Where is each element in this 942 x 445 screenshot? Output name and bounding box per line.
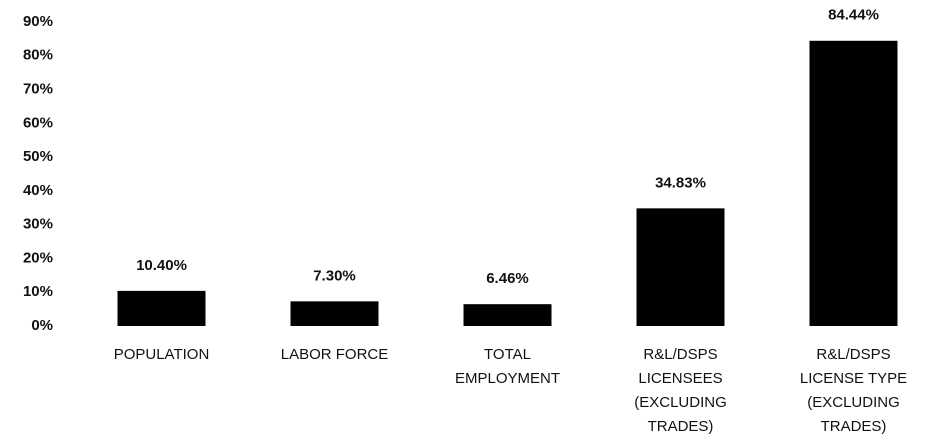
x-tick-label: POPULATION — [114, 346, 210, 363]
y-tick-label: 10% — [23, 283, 53, 300]
y-tick-label: 40% — [23, 182, 53, 199]
value-label: 84.44% — [828, 7, 879, 24]
value-label: 34.83% — [655, 174, 706, 191]
y-tick-label: 30% — [23, 216, 53, 233]
y-tick-label: 50% — [23, 148, 53, 165]
y-tick-label: 60% — [23, 114, 53, 131]
y-tick-label: 80% — [23, 47, 53, 64]
x-tick-label: R&L/DSPS LICENSEES (EXCLUDING TRADES) — [634, 346, 727, 435]
value-label: 6.46% — [486, 270, 529, 287]
value-label: 7.30% — [313, 267, 356, 284]
x-tick-label: LABOR FORCE — [281, 346, 389, 363]
y-tick-label: 20% — [23, 249, 53, 266]
x-tick-label: TOTAL EMPLOYMENT — [455, 346, 560, 387]
bar — [636, 208, 725, 326]
y-tick-label: 70% — [23, 81, 53, 98]
bar — [117, 290, 206, 326]
y-tick-label: 0% — [31, 317, 53, 334]
y-tick-label: 90% — [23, 13, 53, 30]
value-label: 10.40% — [136, 257, 187, 274]
bar — [463, 304, 552, 326]
bar — [809, 40, 898, 326]
bar — [290, 301, 379, 326]
x-tick-label: R&L/DSPS LICENSE TYPE (EXCLUDING TRADES) — [800, 346, 907, 435]
